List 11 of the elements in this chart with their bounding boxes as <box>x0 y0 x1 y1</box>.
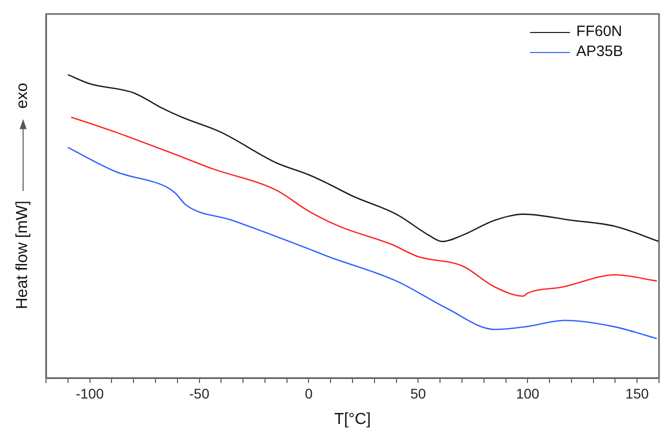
y-axis-title: Heat flow [mW] <box>14 200 32 309</box>
x-tick-label: -100 <box>76 385 104 402</box>
legend-label: AP35B <box>576 42 623 62</box>
x-tick-label: 0 <box>304 385 313 402</box>
legend-label: FF60N <box>576 22 622 42</box>
text: exo <box>14 82 32 108</box>
x-tick-label: -50 <box>189 385 210 402</box>
x-axis-title: T[°C] <box>334 410 371 428</box>
x-tick-label: 100 <box>516 385 540 402</box>
x-tick-label: 150 <box>625 385 649 402</box>
x-tick-label: 50 <box>410 385 426 402</box>
